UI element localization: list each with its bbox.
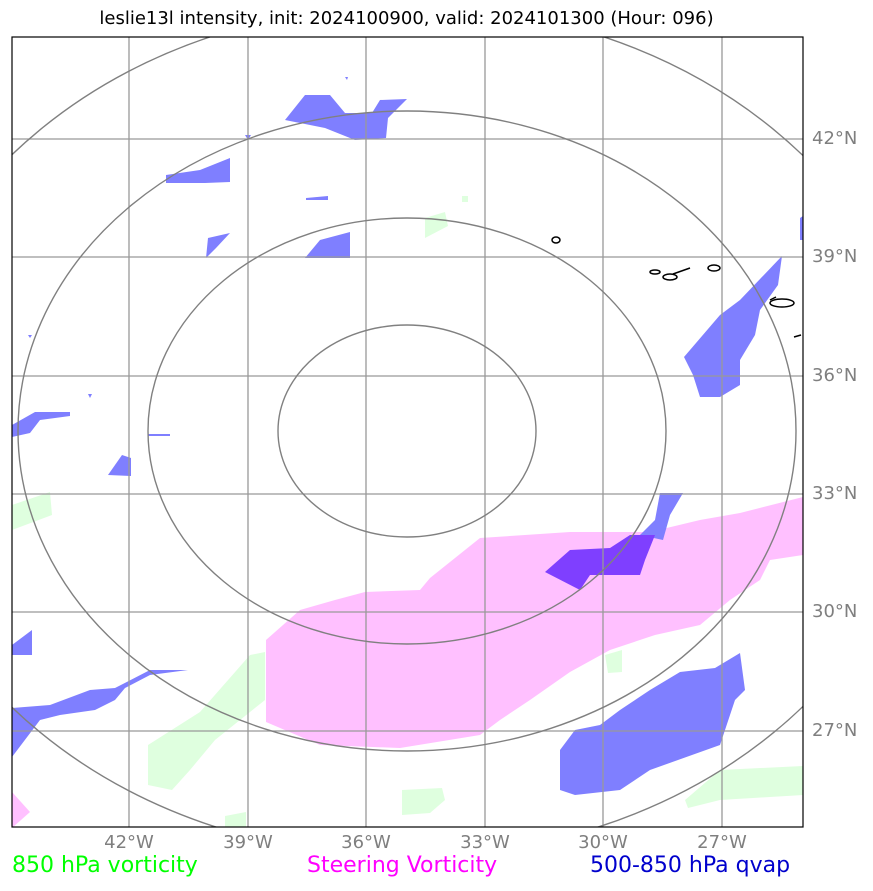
lat-label-27n: 27°N bbox=[812, 720, 858, 741]
map-title: leslie13l intensity, init: 2024100900, v… bbox=[99, 8, 714, 29]
overlap-region bbox=[545, 535, 655, 590]
lat-label-33n: 33°N bbox=[812, 483, 858, 504]
black-contours bbox=[551, 236, 802, 338]
vorticity-850-regions bbox=[12, 196, 803, 827]
lon-label-33w: 33°W bbox=[460, 832, 510, 853]
graticule bbox=[12, 37, 803, 827]
lon-label-36w: 36°W bbox=[341, 832, 391, 853]
lat-label-36n: 36°N bbox=[812, 365, 858, 386]
legend-steering-vorticity: Steering Vorticity bbox=[307, 853, 498, 878]
legend-qvap: 500-850 hPa qvap bbox=[590, 853, 791, 878]
lon-label-27w: 27°W bbox=[697, 832, 747, 853]
lon-label-42w: 42°W bbox=[104, 832, 154, 853]
map-frame bbox=[11, 36, 804, 828]
lon-label-39w: 39°W bbox=[223, 832, 273, 853]
legend-850-vorticity: 850 hPa vorticity bbox=[12, 853, 198, 878]
range-rings bbox=[12, 37, 803, 827]
lat-label-30n: 30°N bbox=[812, 601, 858, 622]
steering-vorticity-regions bbox=[12, 497, 803, 827]
lat-label-42n: 42°N bbox=[812, 128, 858, 149]
lon-label-30w: 30°W bbox=[578, 832, 628, 853]
lat-label-39n: 39°N bbox=[812, 246, 858, 267]
